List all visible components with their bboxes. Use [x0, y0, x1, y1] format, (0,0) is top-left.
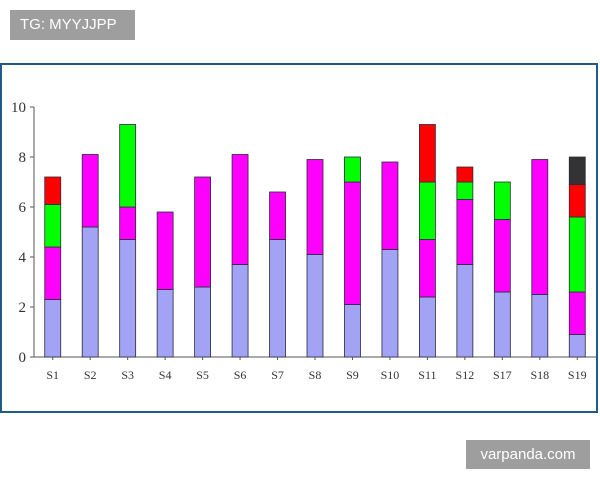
bar-segment-s18-series-1: [531, 294, 549, 358]
x-category-label: S18: [530, 368, 549, 382]
bar-segment-s5-series-1: [194, 286, 212, 358]
bar-segment-s8-series-1: [306, 254, 324, 358]
bar-segment-s4-series-2: [156, 211, 174, 290]
x-category-label: S7: [271, 368, 284, 382]
bar-segment-s1-series-4: [44, 176, 62, 205]
bar-segment-s11-series-4: [418, 124, 436, 183]
bar-segment-s7-series-2: [269, 191, 286, 240]
bar-segment-s9-series-3: [344, 156, 361, 183]
bar-segment-s19-series-3: [568, 216, 586, 293]
y-tick-label: 4: [19, 250, 27, 266]
bar-segment-s1-series-1: [44, 299, 62, 358]
bar-segment-s5-series-2: [194, 176, 212, 288]
bar-segment-s19-series-4: [568, 184, 586, 218]
bar-segment-s10-series-2: [381, 161, 399, 250]
bar-segment-s19-series-2: [568, 291, 586, 335]
bar-segment-s10-series-1: [381, 249, 399, 358]
x-category-label: S8: [309, 368, 322, 382]
x-category-label: S2: [84, 368, 97, 382]
x-category-label: S17: [493, 368, 512, 382]
bar-segment-s3-series-1: [119, 239, 137, 358]
bar-segment-s19-series-5: [568, 156, 586, 185]
bar-segment-s17-series-2: [493, 219, 511, 293]
stacked-bar-chart: 0 2 4 6 8 10 S1 S2 S3 S4 S5 S6 S7 S8 S9 S10 S11 S12 S17 S1…: [11, 100, 596, 382]
source-tag: TG: MYYJJPP: [10, 10, 135, 40]
bar-segment-s8-series-2: [306, 159, 324, 255]
bar-segment-s12-series-4: [456, 166, 474, 183]
bar-segment-s7-series-1: [269, 239, 286, 358]
bar-segment-s9-series-2: [344, 181, 361, 305]
bar-segment-s3-series-2: [119, 206, 137, 240]
x-category-label: S3: [121, 368, 134, 382]
y-tick-label: 10: [11, 100, 26, 116]
bar-segment-s12-series-1: [456, 264, 474, 358]
bar-segment-s19-series-1: [568, 334, 586, 358]
x-category-label: S19: [568, 368, 587, 382]
bar-segment-s3-series-3: [119, 124, 137, 208]
y-tick-label: 0: [19, 350, 27, 366]
x-category-label: S4: [159, 368, 172, 382]
x-category-label: S5: [196, 368, 209, 382]
bar-segment-s17-series-3: [493, 181, 511, 220]
x-category-label: S11: [418, 368, 436, 382]
x-category-label: S1: [46, 368, 59, 382]
y-tick-label: 2: [19, 300, 27, 316]
bar-segment-s6-series-1: [231, 264, 249, 358]
bar-segment-s18-series-2: [531, 159, 549, 295]
y-tick-label: 8: [19, 150, 27, 166]
bar-segment-s2-series-1: [81, 226, 99, 358]
bar-segment-s1-series-2: [44, 246, 62, 300]
watermark-label: varpanda.com: [466, 440, 590, 469]
x-category-label: S10: [381, 368, 400, 382]
bar-segment-s11-series-2: [418, 239, 436, 298]
x-category-label: S9: [346, 368, 359, 382]
bar-segment-s6-series-2: [231, 154, 249, 265]
bar-segment-s9-series-1: [344, 304, 361, 358]
bar-segment-s12-series-3: [456, 181, 474, 200]
bar-segment-s12-series-2: [456, 199, 474, 265]
bar-segment-s11-series-1: [418, 296, 436, 358]
bar-segment-s2-series-2: [81, 154, 99, 228]
bar-segment-s11-series-3: [418, 181, 436, 240]
x-category-label: S12: [456, 368, 475, 382]
bar-segment-s17-series-1: [493, 291, 511, 358]
y-tick-label: 6: [19, 200, 27, 216]
x-category-label: S6: [234, 368, 247, 382]
bar-segment-s1-series-3: [44, 204, 62, 248]
bar-segment-s4-series-1: [156, 289, 174, 358]
chart-frame: 0 2 4 6 8 10 S1 S2 S3 S4 S5 S6 S7 S8 S9 S10 S11 S12 S17 S1…: [0, 63, 598, 413]
